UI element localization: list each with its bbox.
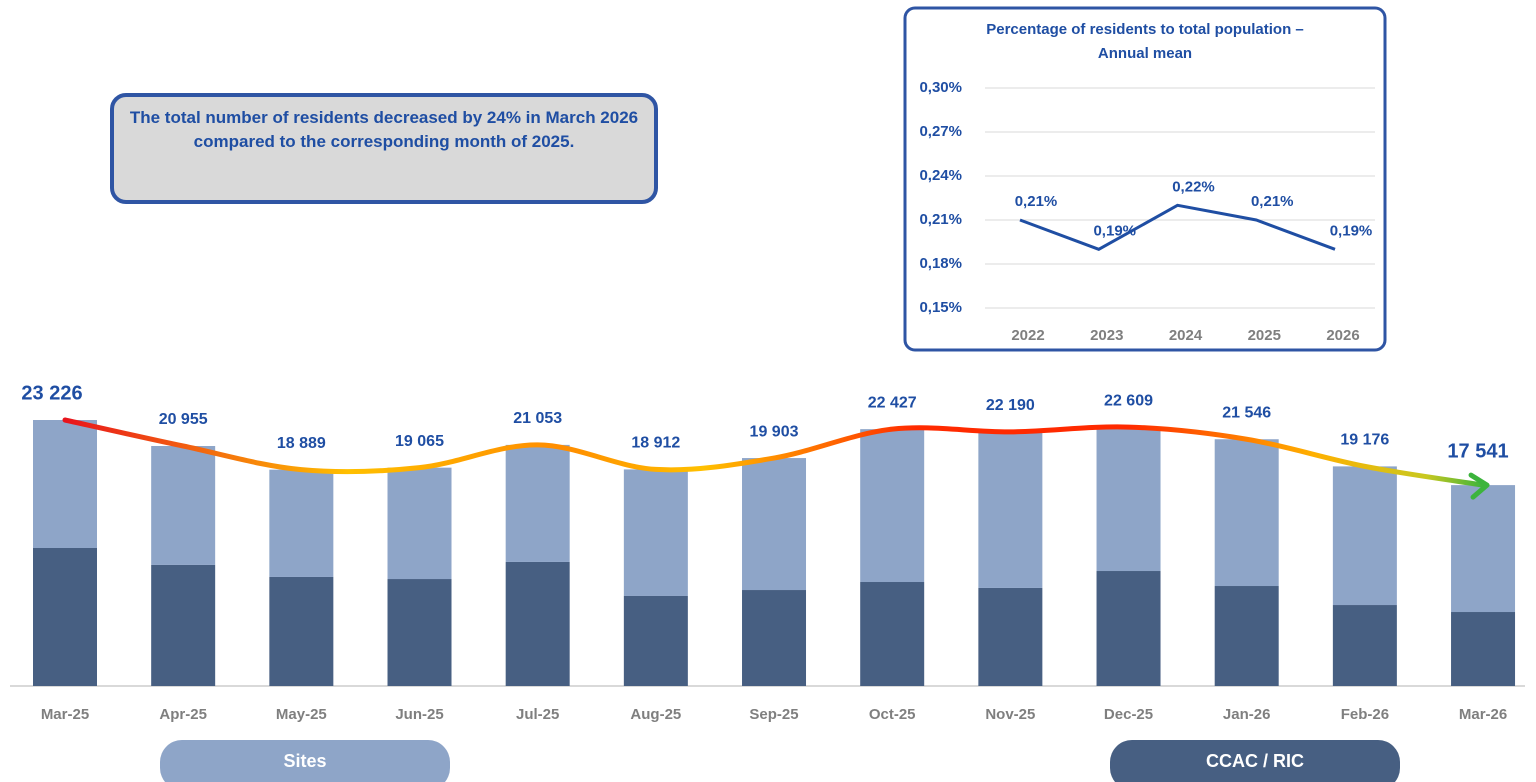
x-tick-label: Sep-25 <box>749 706 798 723</box>
value-label: 0,19% <box>1330 222 1373 239</box>
legend-swatch <box>1110 740 1400 782</box>
bar-segment <box>269 576 334 686</box>
legend-swatch <box>160 740 450 782</box>
bar-segment <box>151 446 216 565</box>
total-label: 22 427 <box>868 394 917 411</box>
y-tick-label: 0,21% <box>919 211 962 228</box>
x-tick-label: 2026 <box>1326 327 1359 344</box>
bar-segment <box>505 444 570 562</box>
x-tick-label: Apr-25 <box>159 706 207 723</box>
bar-segment <box>860 582 925 686</box>
bar-segment <box>1214 586 1279 686</box>
bar-segment <box>860 429 925 583</box>
bar-segment <box>1451 612 1516 686</box>
value-label: 0,21% <box>1251 193 1294 210</box>
line <box>1019 203 1336 251</box>
bar-segment <box>742 590 807 686</box>
annotation: The total number of residents decreased … <box>129 108 639 151</box>
x-tick-label: 2024 <box>1169 327 1203 344</box>
total-label: 22 190 <box>986 397 1035 414</box>
x-tick-label: Oct-25 <box>869 706 916 723</box>
total-label: 18 889 <box>277 435 326 452</box>
x-tick-label: Jun-25 <box>395 706 443 723</box>
x-tick-label: Jan-26 <box>1223 706 1271 723</box>
annotation-box <box>110 93 658 204</box>
bar-segment <box>505 561 570 686</box>
bar-segment <box>269 469 334 577</box>
x-tick-label: Dec-25 <box>1104 706 1153 723</box>
total-label: 18 912 <box>631 435 680 452</box>
trend-line <box>62 417 1486 488</box>
total-label: 17 541 <box>1447 440 1508 462</box>
y-tick-label: 0,24% <box>919 167 962 184</box>
total-label: 19 176 <box>1340 432 1389 449</box>
bar-segment <box>978 431 1043 588</box>
bar-segment <box>387 579 452 686</box>
x-tick-label: 2025 <box>1248 327 1281 344</box>
y-tick-label: 0,15% <box>919 299 962 316</box>
legend-label: Sites <box>283 751 326 771</box>
bar-segment <box>387 467 452 580</box>
x-tick-label: 2022 <box>1011 327 1044 344</box>
x-tick-label: Jul-25 <box>516 706 559 723</box>
x-tick-label: Nov-25 <box>985 706 1035 723</box>
bar-segment <box>978 587 1043 686</box>
y-tick-label: 0,30% <box>919 79 962 96</box>
bar-segment <box>1332 466 1397 606</box>
total-label: 22 609 <box>1104 392 1153 409</box>
value-label: 0,19% <box>1093 222 1136 239</box>
bar-segment <box>33 547 97 686</box>
bar-segment <box>1096 571 1161 686</box>
y-tick-label: 0,18% <box>919 255 962 272</box>
bar-segment <box>1451 485 1516 613</box>
total-label: 20 955 <box>159 411 208 428</box>
x-tick-label: Mar-26 <box>1459 706 1507 723</box>
bar-segment <box>1214 439 1279 587</box>
bar-segment <box>1332 605 1397 686</box>
total-label: 23 226 <box>21 382 82 404</box>
bar-segment <box>33 420 97 548</box>
value-label: 0,22% <box>1172 178 1215 195</box>
x-tick-label: Feb-26 <box>1341 706 1389 723</box>
bar-segment <box>623 595 688 686</box>
legend-label: CCAC / RIC <box>1206 751 1304 771</box>
total-label: 21 053 <box>513 410 562 427</box>
bar-segment <box>1096 427 1161 572</box>
x-tick-label: 2023 <box>1090 327 1123 344</box>
trend-arrow <box>1468 472 1490 500</box>
total-label: 19 903 <box>750 423 799 440</box>
total-label: 21 546 <box>1222 404 1271 421</box>
x-tick-label: Mar-25 <box>41 706 89 723</box>
inset-title: Percentage of residents to total populat… <box>986 21 1304 62</box>
value-label: 0,21% <box>1015 193 1058 210</box>
bar-segment <box>623 469 688 596</box>
x-tick-label: May-25 <box>276 706 327 723</box>
total-label: 19 065 <box>395 433 444 450</box>
y-tick-label: 0,27% <box>919 123 962 140</box>
x-tick-label: Aug-25 <box>630 706 681 723</box>
bar-segment <box>151 564 216 686</box>
bar-segment <box>742 458 807 591</box>
